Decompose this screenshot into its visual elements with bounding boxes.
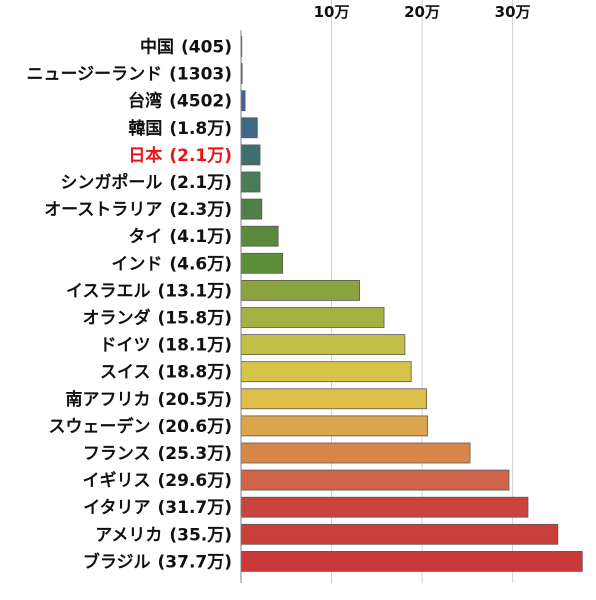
category-label: フランス (25.3万) — [83, 444, 232, 464]
value-label: (13.1万) — [158, 281, 232, 301]
category-name: 日本 — [128, 145, 162, 166]
category-name: イギリス — [83, 471, 151, 491]
bar — [240, 334, 406, 356]
category-name: スイス — [100, 363, 151, 383]
category-name: オランダ — [83, 308, 151, 329]
value-label: (4.6万) — [169, 254, 232, 274]
bar — [240, 469, 510, 491]
value-label: (4502) — [169, 92, 232, 112]
value-label: (29.6万) — [158, 471, 232, 491]
category-label: イスラエル (13.1万) — [66, 281, 232, 301]
category-name: オーストラリア — [44, 200, 162, 220]
category-name: ドイツ — [100, 336, 151, 356]
category-name: 中国 — [140, 37, 174, 58]
bar — [240, 551, 583, 572]
value-label: (31.7万) — [158, 498, 232, 518]
category-label: アメリカ (35.万) — [95, 525, 232, 545]
value-label: (15.8万) — [158, 309, 232, 329]
x-tick-label: 20万 — [404, 3, 440, 21]
category-name: インド — [111, 254, 162, 274]
value-label: (4.1万) — [169, 227, 232, 247]
value-label: (1.8万) — [169, 119, 232, 139]
bar — [240, 496, 529, 518]
category-label: 中国 (405) — [140, 37, 232, 58]
category-name: フランス — [83, 444, 151, 464]
bar — [240, 388, 427, 410]
category-name: イタリア — [83, 498, 150, 518]
category-label: イタリア (31.7万) — [83, 498, 232, 518]
x-tick-labels: 10万 20万 30万 — [314, 3, 531, 21]
bar — [240, 252, 284, 274]
bar — [240, 225, 279, 247]
category-label: インド (4.6万) — [111, 254, 232, 274]
category-label: 南アフリカ (20.5万) — [66, 389, 232, 410]
category-name: タイ — [128, 227, 162, 247]
bar — [240, 171, 261, 193]
category-name: シンガポール — [60, 172, 162, 193]
category-label: ニュージーランド (1303) — [26, 65, 232, 85]
bar — [240, 361, 412, 383]
category-labels: 中国 (405) ニュージーランド (1303) 台湾 (4502) 韓国 (1.8万) 日本 (… — [26, 37, 232, 573]
value-label: (20.6万) — [158, 417, 232, 437]
category-label: シンガポール (2.1万) — [60, 172, 232, 193]
category-label: オランダ (15.8万) — [83, 308, 232, 329]
value-label: (405) — [181, 38, 232, 58]
bar — [240, 307, 385, 328]
value-label: (1303) — [169, 65, 232, 85]
bar — [240, 523, 559, 545]
category-name: 韓国 — [128, 118, 162, 139]
category-label: オーストラリア (2.3万) — [44, 200, 232, 220]
value-label: (2.1万) — [169, 173, 232, 193]
category-label: スウェーデン (20.6万) — [49, 416, 232, 437]
category-name: 台湾 — [128, 91, 162, 112]
value-label: (37.7万) — [158, 552, 232, 572]
category-label: ブラジル (37.7万) — [83, 551, 232, 572]
bar — [240, 117, 258, 139]
category-label: ドイツ (18.1万) — [100, 336, 232, 356]
category-label: 台湾 (4502) — [128, 91, 232, 112]
value-label: (18.1万) — [158, 336, 232, 356]
bar — [240, 90, 246, 112]
bars — [240, 36, 583, 572]
bar — [240, 279, 360, 301]
category-label: スイス (18.8万) — [100, 363, 232, 383]
category-name: 南アフリカ — [66, 389, 151, 410]
bar — [240, 442, 471, 464]
category-name: ブラジル — [83, 551, 151, 572]
value-label: (18.8万) — [158, 363, 232, 383]
category-label: 日本 (2.1万) — [128, 145, 232, 166]
category-name: スウェーデン — [49, 416, 151, 437]
category-label: イギリス (29.6万) — [83, 471, 232, 491]
category-label: タイ (4.1万) — [128, 227, 232, 247]
value-label: (25.3万) — [158, 444, 232, 464]
category-name: アメリカ — [95, 525, 162, 545]
category-name: イスラエル — [66, 281, 151, 301]
bar — [240, 144, 261, 166]
value-label: (35.万) — [169, 525, 232, 545]
category-label: 韓国 (1.8万) — [128, 118, 232, 139]
x-tick-label: 10万 — [314, 3, 350, 21]
x-tick-label: 30万 — [495, 3, 531, 21]
bar — [240, 198, 263, 220]
bar — [240, 415, 428, 437]
value-label: (2.3万) — [169, 200, 232, 220]
category-name: ニュージーランド — [26, 65, 162, 85]
value-label: (20.5万) — [158, 390, 232, 410]
value-label: (2.1万) — [169, 146, 232, 166]
